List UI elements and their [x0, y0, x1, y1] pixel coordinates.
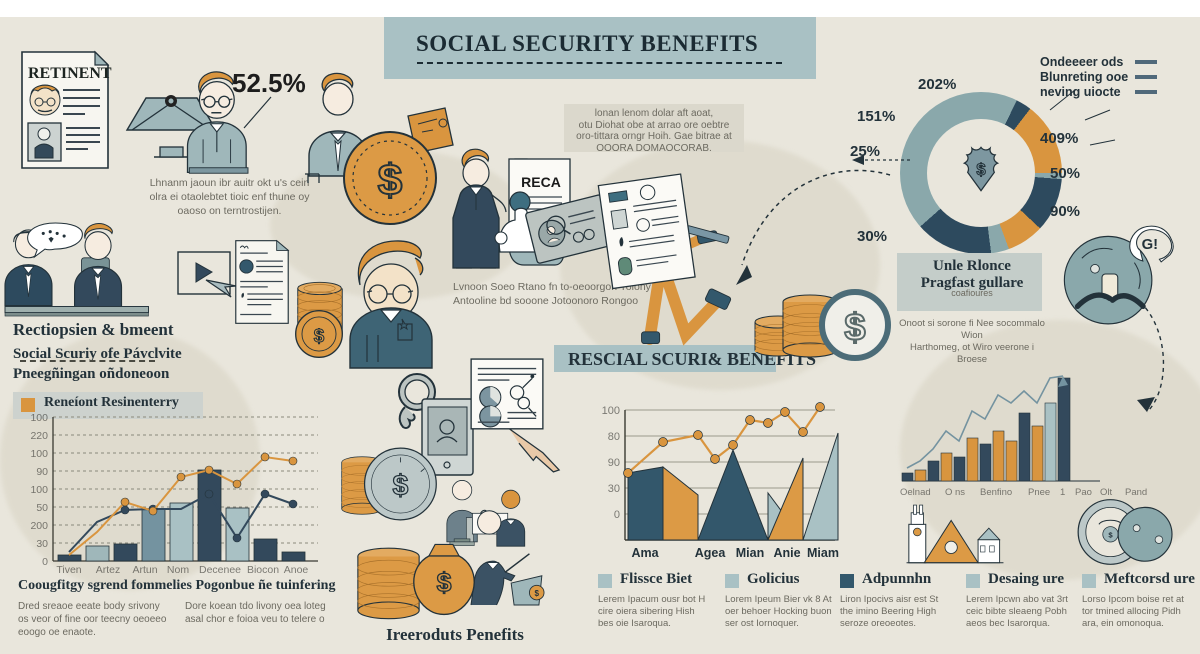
svg-text:100: 100	[602, 405, 620, 417]
svg-text:$: $	[314, 325, 325, 346]
svg-text:Miam: Miam	[807, 546, 839, 560]
svg-text:80: 80	[608, 431, 620, 443]
svg-text:$: $	[437, 568, 452, 598]
svg-text:Artez: Artez	[96, 564, 121, 576]
svg-text:Nom: Nom	[167, 564, 189, 576]
svg-text:0: 0	[614, 509, 620, 521]
svg-text:Anie: Anie	[773, 546, 800, 560]
svg-text:100: 100	[30, 412, 48, 424]
svg-text:Biocon: Biocon	[247, 564, 279, 576]
svg-text:$: $	[393, 470, 409, 502]
svg-text:Tiven: Tiven	[56, 564, 81, 576]
svg-text:90: 90	[608, 457, 620, 469]
svg-text:50: 50	[36, 502, 48, 514]
svg-text:G!: G!	[1142, 237, 1158, 253]
svg-text:$: $	[378, 156, 402, 205]
svg-text:Anoe: Anoe	[284, 564, 309, 576]
svg-text:RETINENT: RETINENT	[28, 65, 112, 82]
svg-text:200: 200	[30, 520, 48, 532]
svg-text:30: 30	[608, 483, 620, 495]
svg-text:RECA: RECA	[521, 174, 561, 190]
svg-text:100: 100	[30, 484, 48, 496]
svg-text:0: 0	[42, 556, 48, 568]
svg-text:$: $	[1108, 530, 1113, 539]
svg-text:$: $	[844, 307, 865, 349]
svg-text:Ama: Ama	[631, 546, 659, 560]
svg-text:$: $	[534, 589, 539, 598]
svg-text:90: 90	[36, 466, 48, 478]
svg-text:Mian: Mian	[736, 546, 764, 560]
svg-text:Artun: Artun	[132, 564, 157, 576]
svg-text:100: 100	[30, 448, 48, 460]
svg-text:Agea: Agea	[695, 546, 727, 560]
svg-text:220: 220	[30, 430, 48, 442]
svg-text:30: 30	[36, 538, 48, 550]
svg-text:Decenee: Decenee	[199, 564, 241, 576]
